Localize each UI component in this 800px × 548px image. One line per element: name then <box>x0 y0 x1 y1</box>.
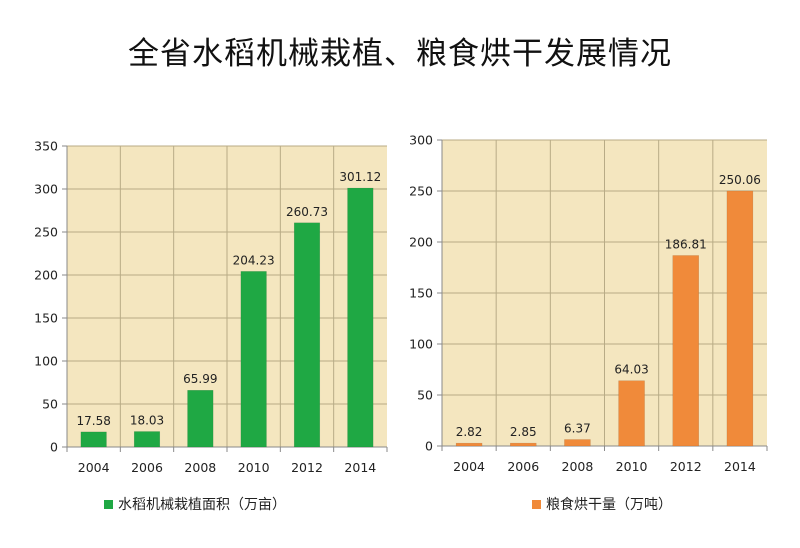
legend-left: 水稻机械栽植面积（万亩） <box>104 494 286 514</box>
left-y-tick-label: 100 <box>34 354 58 369</box>
left-x-tick-label-2006: 2006 <box>131 460 163 475</box>
right-bar-2004 <box>455 442 483 447</box>
left-x-tick-label-2008: 2008 <box>184 460 216 475</box>
right-data-label-2008: 6.37 <box>564 422 591 436</box>
right-data-label-2012: 186.81 <box>665 237 707 251</box>
left-y-tick-label: 350 <box>34 139 58 154</box>
left-x-tick-label-2014: 2014 <box>344 460 376 475</box>
left-bar-2006 <box>133 431 161 448</box>
legend-right: 粮食烘干量（万吨） <box>532 494 672 514</box>
right-y-tick-label: 0 <box>425 439 433 454</box>
left-y-tick-label: 0 <box>50 440 58 455</box>
right-x-tick-label-2004: 2004 <box>453 459 485 474</box>
left-x-tick-label-2010: 2010 <box>238 460 270 475</box>
left-y-tick-label: 250 <box>34 225 58 240</box>
left-x-tick-label-2012: 2012 <box>291 460 323 475</box>
left-data-label-2014: 301.12 <box>339 170 381 184</box>
left-data-label-2006: 18.03 <box>130 413 164 427</box>
right-x-tick-label-2014: 2014 <box>724 459 756 474</box>
right-x-tick-label-2006: 2006 <box>507 459 539 474</box>
right-y-tick-label: 50 <box>417 388 433 403</box>
right-x-tick-label-2010: 2010 <box>616 459 648 474</box>
right-bar-2006 <box>510 442 537 447</box>
right-x-tick-label-2008: 2008 <box>562 459 594 474</box>
left-bar-2008 <box>187 389 214 448</box>
right-y-tick-label: 100 <box>409 337 433 352</box>
left-bar-2004 <box>80 431 107 448</box>
right-bar-2010 <box>618 380 645 447</box>
left-data-label-2012: 260.73 <box>286 205 328 219</box>
legend-swatch-left <box>104 499 113 509</box>
right-x-tick-label-2012: 2012 <box>670 459 702 474</box>
legend-swatch-right <box>532 499 541 509</box>
left-y-tick-label: 200 <box>34 268 58 283</box>
left-x-tick-label-2004: 2004 <box>78 460 110 475</box>
right-y-tick-label: 150 <box>409 286 433 301</box>
left-data-label-2004: 17.58 <box>76 414 110 428</box>
right-y-tick-label: 300 <box>409 133 433 148</box>
left-y-tick-label: 50 <box>42 397 58 412</box>
right-bar-2014 <box>726 190 754 447</box>
right-y-tick-label: 200 <box>409 235 433 250</box>
left-bar-2010 <box>240 271 267 448</box>
right-y-tick-label: 250 <box>409 184 433 199</box>
right-data-label-2010: 64.03 <box>614 363 648 377</box>
page-title: 全省水稻机械栽植、粮食烘干发展情况 <box>128 36 672 72</box>
left-data-label-2010: 204.23 <box>233 253 275 267</box>
left-y-tick-label: 300 <box>34 182 58 197</box>
right-data-label-2004: 2.82 <box>456 425 483 439</box>
legend-label-left: 水稻机械栽植面积（万亩） <box>118 497 286 513</box>
right-bar-2008 <box>564 439 591 447</box>
left-data-label-2008: 65.99 <box>183 372 217 386</box>
right-data-label-2014: 250.06 <box>719 173 761 187</box>
left-bar-2012 <box>293 222 321 448</box>
left-y-tick-label: 150 <box>34 311 58 326</box>
right-bar-2012 <box>672 255 699 447</box>
right-data-label-2006: 2.85 <box>510 425 537 439</box>
left-bar-2014 <box>347 187 374 448</box>
legend-label-right: 粮食烘干量（万吨） <box>546 497 672 513</box>
